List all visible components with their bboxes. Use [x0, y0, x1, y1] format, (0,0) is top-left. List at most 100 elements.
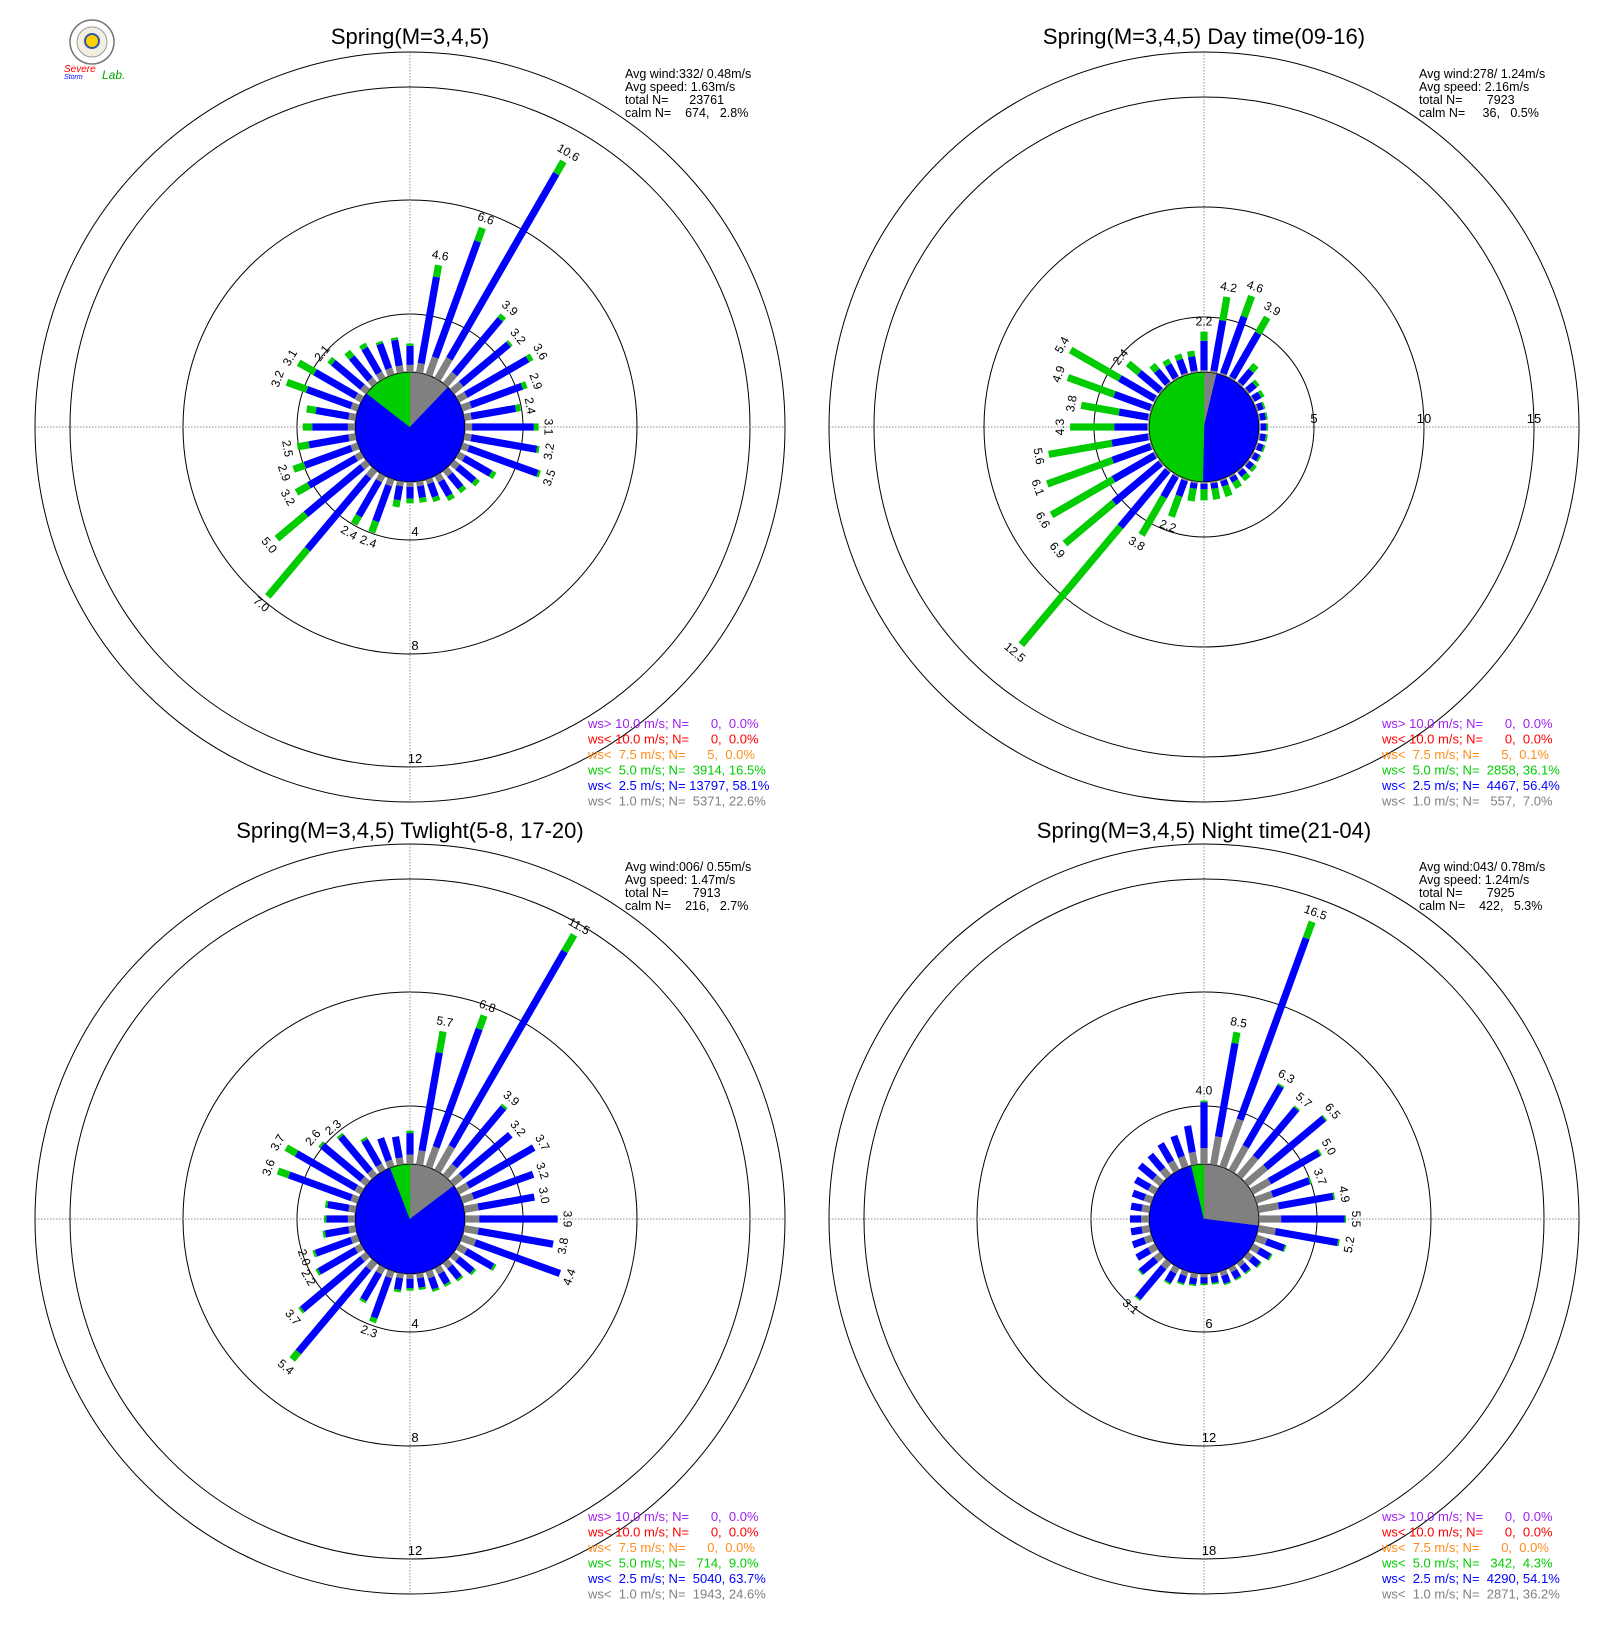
bar-value-label: 3.2 — [533, 1161, 552, 1182]
rose-bar — [1070, 423, 1115, 431]
rose-bar — [1080, 401, 1120, 416]
legend-entry: ws< 5.0 m/s; N= 2858, 36.1% — [1381, 763, 1560, 778]
rose-bar — [1229, 474, 1239, 483]
rose-bar — [1187, 350, 1196, 358]
rose-bar — [449, 381, 464, 395]
rose-bar — [1241, 472, 1251, 482]
bar-value-label: 2.2 — [1158, 517, 1179, 536]
rose-bar — [449, 1173, 464, 1187]
rose-bar — [1158, 459, 1165, 467]
rose-bar — [406, 1274, 414, 1279]
rose-bar — [1263, 1115, 1327, 1171]
rose-bar — [1267, 1253, 1273, 1261]
rose-bar — [1243, 387, 1250, 395]
rose-bar — [1137, 1268, 1144, 1276]
rose-bar — [1236, 936, 1310, 1121]
rose-bar — [1261, 401, 1266, 410]
rose-bar — [520, 381, 528, 390]
rose-bar — [330, 359, 365, 390]
rose-bar — [1228, 375, 1236, 382]
rose-bar — [457, 485, 467, 494]
legend-entry: ws< 7.5 m/s; N= 5, 0.0% — [587, 747, 755, 762]
rose-bar — [443, 1281, 452, 1287]
rose-bar — [462, 454, 493, 477]
rose-bar — [449, 459, 460, 470]
rose-bar — [1220, 315, 1248, 375]
rose-bar — [1255, 1261, 1262, 1269]
rose-bar — [1130, 1215, 1142, 1223]
rose-bar — [1137, 1162, 1157, 1181]
rose-bar — [463, 433, 472, 442]
rose-bar — [306, 405, 317, 414]
rose-bar — [1308, 1176, 1312, 1185]
rose-bar — [1251, 391, 1262, 402]
rose-bar — [1152, 1174, 1165, 1187]
bar-value-label: 2.9 — [275, 463, 294, 484]
rose-bar — [442, 466, 453, 477]
rose-bar — [416, 1277, 426, 1288]
rose-bar — [416, 362, 425, 374]
rose-bar — [320, 1142, 365, 1182]
rose-bar — [1111, 443, 1152, 464]
rose-bar — [298, 1306, 305, 1314]
rose-bar — [1153, 1251, 1165, 1263]
rose-bar — [1172, 375, 1180, 382]
rose-bar — [1219, 296, 1231, 322]
wind-rose-panel: 612184.08.516.56.35.76.55.03.74.95.55.23… — [828, 818, 1580, 1602]
rose-bar — [1130, 1226, 1143, 1236]
rose-bar — [406, 1133, 414, 1155]
rose-bar — [488, 470, 497, 479]
rose-bar — [442, 1163, 458, 1180]
rose-bar — [1302, 920, 1316, 940]
rose-bar — [467, 444, 539, 477]
rose-bar — [1154, 368, 1171, 386]
rose-bar — [1219, 372, 1227, 377]
rose-bar — [1160, 474, 1179, 499]
rose-bar — [361, 1138, 383, 1167]
rose-bar — [1045, 456, 1114, 488]
stats-line: Avg wind:006/ 0.55m/s — [625, 860, 751, 874]
rose-bar — [1147, 1152, 1166, 1172]
rose-bar — [455, 451, 466, 462]
bar-value-label: 3.5 — [540, 467, 559, 488]
bar-value-label: 3.7 — [1311, 1166, 1330, 1187]
rose-bar — [416, 1272, 424, 1279]
legend-entry: ws< 10.0 m/s; N= 0, 0.0% — [1381, 1525, 1553, 1540]
rose-bar — [1234, 1275, 1242, 1281]
bar-value-label: 5.7 — [435, 1013, 454, 1030]
bar-value-label: 4.0 — [1196, 1084, 1213, 1098]
legend-entry: ws< 7.5 m/s; N= 0, 0.0% — [587, 1540, 755, 1555]
rose-bar — [1221, 1273, 1231, 1284]
rose-bar — [460, 442, 470, 452]
rose-bar — [1228, 1264, 1237, 1273]
rose-bar — [1178, 1155, 1189, 1169]
rose-bar — [300, 1256, 365, 1313]
ring-label: 5 — [1310, 411, 1317, 426]
rose-bar — [1117, 468, 1171, 530]
rose-bar — [1256, 402, 1264, 411]
rose-bar — [1249, 451, 1256, 459]
rose-bar — [1257, 433, 1261, 441]
bar-value-label: 2.2 — [1196, 315, 1213, 329]
rose-bar — [536, 445, 540, 454]
bar-value-label: 3.8 — [555, 1236, 572, 1255]
rose-bar — [365, 466, 378, 479]
rose-bar — [406, 498, 414, 504]
rose-bar — [324, 1226, 350, 1238]
rose-bar — [360, 384, 371, 395]
bar-value-label: 6.8 — [477, 997, 498, 1016]
rose-bar — [406, 343, 414, 346]
rose-bar — [1143, 1194, 1154, 1204]
rose-bar — [1282, 1244, 1287, 1253]
rose-bar — [1200, 331, 1208, 341]
rose-bar — [1200, 1274, 1208, 1278]
rose-bar — [1147, 413, 1151, 421]
rose-bar — [1254, 442, 1259, 450]
rose-bar — [350, 513, 362, 526]
rose-bar — [377, 1137, 393, 1162]
rose-bar — [1242, 1084, 1284, 1149]
stats-line: Avg speed: 2.16m/s — [1419, 80, 1529, 94]
rose-bar — [367, 1169, 378, 1180]
rose-bar — [305, 386, 353, 410]
rose-bar — [359, 1297, 367, 1304]
